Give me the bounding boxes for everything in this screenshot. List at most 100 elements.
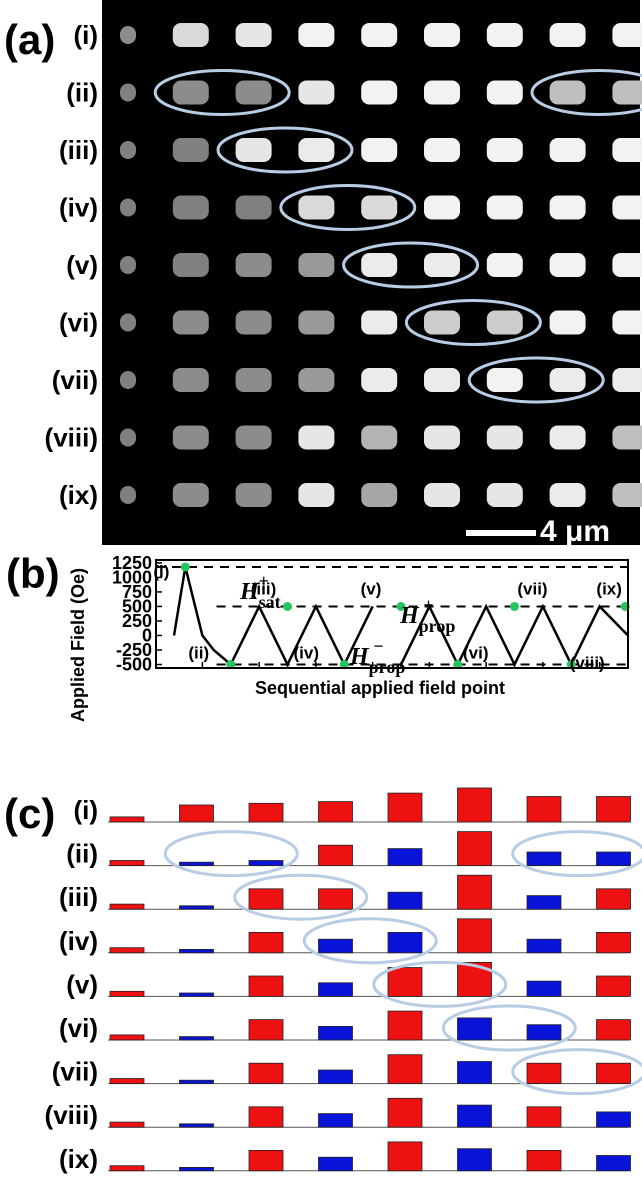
panel-a-row-label: (iv) bbox=[59, 193, 98, 223]
moment-bar bbox=[109, 947, 145, 954]
magnetic-domain bbox=[486, 310, 523, 335]
moment-bar bbox=[387, 792, 423, 823]
magnetic-domain bbox=[612, 195, 642, 220]
panel-b: (b) Applied Field (Oe) Sequential applie… bbox=[6, 550, 630, 722]
panel-c-row-label: (v) bbox=[66, 969, 98, 999]
moment-bar bbox=[596, 851, 631, 867]
magnetic-domain bbox=[612, 80, 642, 105]
magnetic-domain bbox=[361, 253, 398, 277]
panel-c-row-label: (viii) bbox=[45, 1100, 98, 1130]
magnetic-domain bbox=[235, 425, 272, 450]
moment-bar bbox=[457, 1061, 492, 1085]
moment-bar bbox=[248, 1019, 284, 1041]
magnetic-domain bbox=[549, 253, 586, 277]
moment-bar bbox=[109, 816, 145, 823]
field-point-marker bbox=[396, 601, 406, 611]
y-tick-label: -250 bbox=[116, 640, 152, 660]
field-points: (i) (ii) (iii) (iv) (v) (vi) (vii) (viii) (ix) bbox=[153, 562, 630, 673]
highlight-ellipse bbox=[511, 830, 642, 878]
moment-bar bbox=[387, 891, 423, 910]
magnetic-domain bbox=[486, 425, 523, 450]
moment-bar bbox=[248, 1150, 284, 1172]
highlight-ellipse bbox=[153, 69, 291, 116]
moment-bar bbox=[109, 903, 145, 910]
moment-bar bbox=[179, 992, 214, 997]
moment-bar bbox=[526, 1150, 562, 1172]
magnetic-domain bbox=[120, 486, 136, 504]
magnetic-domain bbox=[298, 138, 335, 162]
moment-bar bbox=[526, 1106, 562, 1128]
panel-a-circles bbox=[153, 69, 642, 404]
moment-bar bbox=[387, 932, 423, 954]
magnetic-domain bbox=[486, 253, 523, 277]
magnetic-domain bbox=[235, 483, 272, 507]
field-point-label: (vi) bbox=[463, 644, 489, 663]
moment-bar bbox=[248, 975, 284, 997]
panel-a-row-labels: (i) (ii) (iii) (iv) (v) (vi) (vii) (viii) (ix) bbox=[45, 20, 98, 510]
magnetic-domain bbox=[612, 368, 642, 392]
magnetic-domain bbox=[486, 80, 523, 105]
moment-bar bbox=[526, 1062, 562, 1084]
y-tick-label: 250 bbox=[122, 611, 152, 631]
magnetic-domain bbox=[120, 83, 136, 102]
magnetic-domain bbox=[424, 195, 460, 220]
panel-a-letter: (a) bbox=[4, 16, 55, 63]
y-tick-label: 1000 bbox=[112, 567, 152, 587]
highlight-ellipse bbox=[216, 126, 354, 174]
field-line bbox=[172, 566, 629, 668]
magnetic-domain bbox=[120, 256, 136, 274]
magnetic-domain bbox=[235, 80, 272, 105]
magnetic-domain bbox=[361, 23, 398, 47]
magnetic-domain bbox=[235, 195, 272, 220]
h-sat-plus-label: Hsat+ bbox=[239, 571, 281, 612]
moment-bar bbox=[387, 1141, 423, 1172]
field-point-marker bbox=[180, 562, 190, 572]
magnetic-domain bbox=[486, 23, 523, 47]
moment-bar bbox=[109, 1034, 145, 1041]
magnetic-domain bbox=[235, 253, 272, 277]
moment-bar bbox=[387, 1054, 423, 1084]
magnetic-domain bbox=[361, 195, 398, 220]
panel-c-row-label: (vi) bbox=[59, 1013, 98, 1043]
moment-bar bbox=[318, 1026, 353, 1041]
highlight-ellipse bbox=[163, 830, 299, 878]
panel-c-row-label: (iii) bbox=[59, 882, 98, 912]
magnetic-domain bbox=[424, 483, 460, 507]
moment-bar bbox=[387, 1097, 423, 1128]
panel-c-row-label: (iv) bbox=[59, 926, 98, 956]
field-point-label: (i) bbox=[153, 562, 169, 581]
moment-bar bbox=[109, 1078, 145, 1084]
magnetic-domain bbox=[298, 483, 335, 507]
panel-a-row-label: (v) bbox=[66, 250, 98, 280]
moment-bar bbox=[457, 874, 492, 910]
moment-bar bbox=[179, 949, 214, 954]
magnetic-domain bbox=[235, 368, 272, 392]
panel-c-bars bbox=[108, 787, 631, 1172]
y-tick-label: 750 bbox=[122, 582, 152, 602]
magnetic-domain bbox=[361, 80, 398, 105]
magnetic-domain bbox=[120, 141, 136, 159]
moment-bar bbox=[318, 844, 353, 867]
moment-bar bbox=[318, 1113, 353, 1128]
panel-a-row-label: (iii) bbox=[59, 135, 98, 165]
magnetic-domain bbox=[172, 23, 209, 47]
moment-bar bbox=[596, 1019, 631, 1041]
magnetic-domain bbox=[235, 310, 272, 335]
moment-bar bbox=[457, 918, 492, 954]
magnetic-domain bbox=[361, 425, 398, 450]
magnetic-domain bbox=[424, 138, 460, 162]
magnetic-domain bbox=[298, 23, 335, 47]
magnetic-domain bbox=[172, 368, 209, 392]
field-point-marker bbox=[566, 660, 576, 670]
moment-bar bbox=[109, 1121, 145, 1128]
magnetic-domain bbox=[612, 425, 642, 450]
panel-a-row-label: (viii) bbox=[45, 423, 98, 453]
panel-c-row-labels: (i) (ii) (iii) (iv) (v) (vi) (vii) (viii) (ix) bbox=[45, 795, 98, 1174]
reference-lines bbox=[156, 565, 628, 666]
panel-c-circles bbox=[163, 830, 642, 1096]
magnetic-domain bbox=[120, 371, 136, 389]
magnetic-domain bbox=[120, 428, 136, 447]
magnetic-domain bbox=[549, 80, 586, 105]
moment-bar bbox=[526, 938, 562, 954]
